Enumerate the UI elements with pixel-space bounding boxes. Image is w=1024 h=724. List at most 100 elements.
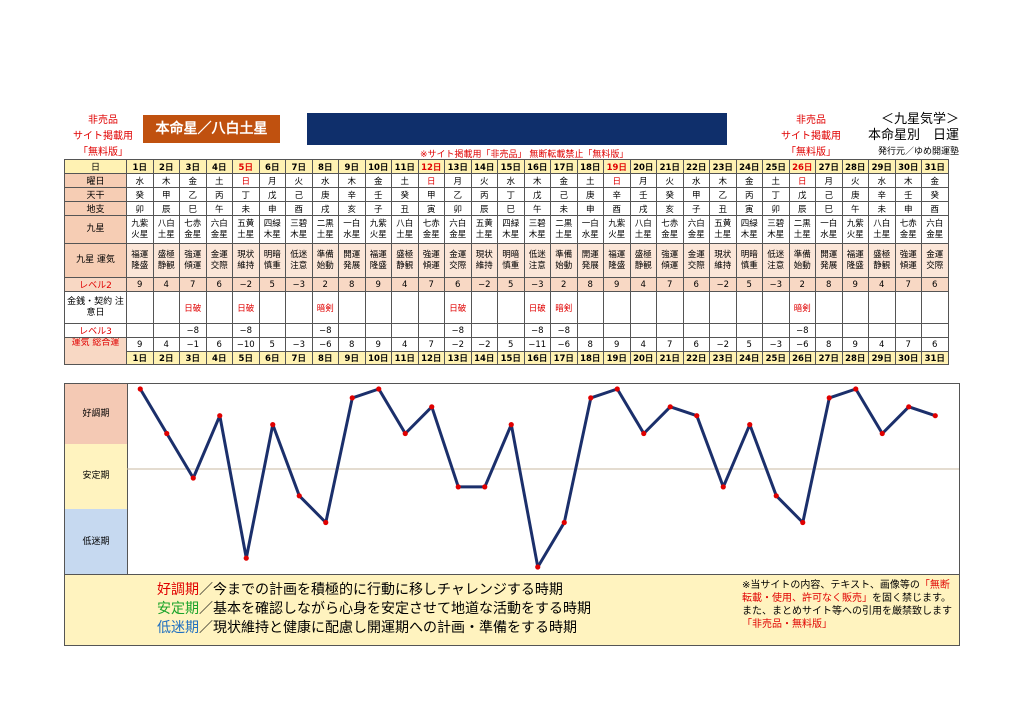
unki-cell: 現状 維持 bbox=[470, 243, 498, 278]
total-cell: 9 bbox=[841, 337, 869, 352]
cell-line: 八白 bbox=[634, 218, 652, 229]
cell-line: 火星 bbox=[608, 229, 626, 240]
level2-cell: 2 bbox=[311, 277, 339, 292]
cell-line: 八白 bbox=[873, 218, 891, 229]
legend-item: 低迷期／現状維持と健康に配慮し開運期への計画・準備をする時期 bbox=[157, 619, 577, 638]
level3-cell bbox=[682, 323, 710, 338]
day-cell: 23日 bbox=[709, 351, 737, 365]
level2-cell: 8 bbox=[815, 277, 843, 292]
data-point bbox=[296, 493, 302, 499]
day-cell: 11日 bbox=[391, 351, 419, 365]
cell-line: 木星 bbox=[290, 229, 308, 240]
level2-cell: 7 bbox=[656, 277, 684, 292]
row-label: 地支 bbox=[64, 201, 127, 216]
legend-term: 低迷期 bbox=[157, 620, 199, 636]
unki-cell: 強運 傾運 bbox=[656, 243, 684, 278]
row-unki: 九星 運気 福運 隆盛 盛極 静観 強運 傾運 金運 交際 現状 維持 明暗 慎重 低迷 注意 準備 始動 開運発… bbox=[64, 243, 949, 278]
kinsen-cell bbox=[921, 291, 949, 324]
data-point bbox=[270, 422, 276, 428]
total-cell: 4 bbox=[152, 337, 180, 352]
kyusei-cell: 六白 金星 bbox=[682, 215, 710, 244]
cell-line: 隆盛 bbox=[131, 260, 149, 271]
weekday-cell: 土 bbox=[205, 173, 233, 188]
level2-cell: −3 bbox=[762, 277, 790, 292]
level3-cell bbox=[205, 323, 233, 338]
cell-line: 金星 bbox=[210, 229, 228, 240]
cell-line: 維持 bbox=[475, 260, 493, 271]
day-cell: 18日 bbox=[576, 159, 604, 174]
day-cell: 17日 bbox=[550, 159, 578, 174]
total-cell: 9 bbox=[126, 337, 154, 352]
level2-cell: 9 bbox=[364, 277, 392, 292]
kinsen-cell bbox=[576, 291, 604, 324]
level2-cell: −2 bbox=[232, 277, 260, 292]
chishi-cell: 辰 bbox=[470, 201, 498, 216]
total-cell: −11 bbox=[523, 337, 551, 352]
data-point bbox=[217, 413, 223, 419]
weekday-cell: 日 bbox=[788, 173, 816, 188]
nfs-line: 「無料版」 bbox=[786, 147, 836, 158]
kyusei-cell: 八白 土星 bbox=[391, 215, 419, 244]
kyusei-cell: 五黄 土星 bbox=[232, 215, 260, 244]
cell-line: 五黄 bbox=[237, 218, 255, 229]
day-cell: 27日 bbox=[815, 351, 843, 365]
unki-cell: 福運 隆盛 bbox=[841, 243, 869, 278]
cell-line: 注意 bbox=[528, 260, 546, 271]
kyusei-cell: 七赤 金星 bbox=[417, 215, 445, 244]
kyusei-cell: 九紫 火星 bbox=[841, 215, 869, 244]
unki-cell: 低迷 注意 bbox=[523, 243, 551, 278]
level2-cell: 9 bbox=[603, 277, 631, 292]
day-cell: 8日 bbox=[311, 159, 339, 174]
data-point bbox=[164, 430, 170, 437]
chishi-cell: 卯 bbox=[444, 201, 472, 216]
level3-cell bbox=[126, 323, 154, 338]
kyusei-cell: 六白 金星 bbox=[444, 215, 472, 244]
kinsen-cell: 日破 bbox=[232, 291, 260, 324]
kinsen-cell bbox=[338, 291, 366, 324]
cell-line: 土星 bbox=[475, 229, 493, 240]
cell-line: 土星 bbox=[634, 229, 652, 240]
level3-cell bbox=[762, 323, 790, 338]
kinsen-cell bbox=[470, 291, 498, 324]
day-cell: 14日 bbox=[470, 159, 498, 174]
cell-line: 傾運 bbox=[661, 260, 679, 271]
zone-stable: 安定期 bbox=[65, 444, 128, 509]
level2-cell: 6 bbox=[205, 277, 233, 292]
level3-cell bbox=[285, 323, 313, 338]
chishi-cell: 辰 bbox=[788, 201, 816, 216]
cell-line: 五黄 bbox=[714, 218, 732, 229]
level3-cell bbox=[603, 323, 631, 338]
unki-cell: 福運 隆盛 bbox=[126, 243, 154, 278]
nfs-line: サイト掲載用 bbox=[73, 131, 133, 142]
chishi-cell: 卯 bbox=[126, 201, 154, 216]
data-point bbox=[561, 519, 567, 526]
kyusei-cell: 二黒 土星 bbox=[550, 215, 578, 244]
kinsen-cell bbox=[894, 291, 922, 324]
row-label: 金銭・契約 注意日 bbox=[64, 291, 127, 324]
unki-cell: 準備 始動 bbox=[550, 243, 578, 278]
level3-cell bbox=[921, 323, 949, 338]
weekday-cell: 日 bbox=[417, 173, 445, 188]
day-cell: 5日 bbox=[232, 351, 260, 365]
cell-line: 三碧 bbox=[767, 218, 785, 229]
cell-line: 八白 bbox=[157, 218, 175, 229]
kyusei-cell: 三碧 木星 bbox=[285, 215, 313, 244]
day-cell: 10日 bbox=[364, 351, 392, 365]
cell-line: 三碧 bbox=[290, 218, 308, 229]
kinsen-cell bbox=[152, 291, 180, 324]
cell-line: 七赤 bbox=[422, 218, 440, 229]
total-cell: −3 bbox=[285, 337, 313, 352]
level2-cell: 7 bbox=[179, 277, 207, 292]
chishi-cell: 戌 bbox=[311, 201, 339, 216]
cell-line: 明暗 bbox=[502, 249, 520, 260]
level3-cell: −8 bbox=[444, 323, 472, 338]
weekday-cell: 土 bbox=[762, 173, 790, 188]
cell-line: 金星 bbox=[899, 229, 917, 240]
chishi-cell: 寅 bbox=[417, 201, 445, 216]
unki-cell: 強運 傾運 bbox=[894, 243, 922, 278]
row-day: 日 1日 2日 3日 4日 5日 6日 7日 8日 9日 10日 11日 12日 13日 14日 15日 16日… bbox=[64, 159, 949, 174]
level3-cell bbox=[497, 323, 525, 338]
cell-line: 発展 bbox=[343, 260, 361, 271]
unki-cell: 金運 交際 bbox=[682, 243, 710, 278]
copyright-note: ※当サイトの内容、テキスト、画像等の「無断転載・使用、許可なく販売」を固く禁じま… bbox=[742, 579, 952, 631]
